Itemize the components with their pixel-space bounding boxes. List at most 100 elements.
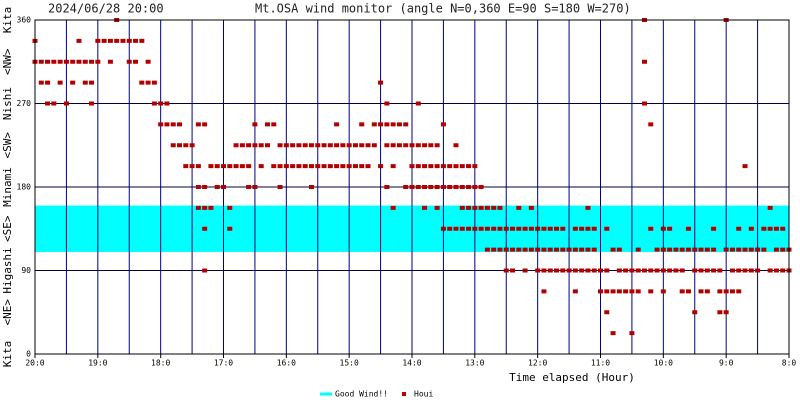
direction-label: Minami — [1, 167, 14, 207]
y-tick-label: 90 — [21, 266, 31, 275]
wind-point — [459, 205, 465, 210]
wind-point — [258, 143, 264, 148]
wind-point — [579, 268, 585, 273]
wind-point — [70, 80, 76, 85]
wind-point — [371, 143, 377, 148]
wind-point — [503, 226, 509, 231]
wind-point — [510, 268, 516, 273]
wind-point — [547, 247, 553, 252]
legend-label: Good Wind!! — [335, 390, 388, 399]
wind-point — [478, 205, 484, 210]
wind-point — [497, 226, 503, 231]
wind-point — [723, 289, 729, 294]
wind-point — [579, 226, 585, 231]
wind-point — [38, 59, 44, 64]
wind-point — [767, 205, 773, 210]
wind-point — [189, 164, 195, 169]
wind-point — [126, 38, 132, 43]
wind-point — [352, 164, 358, 169]
wind-point — [227, 164, 233, 169]
wind-point — [761, 226, 767, 231]
wind-point — [660, 289, 666, 294]
wind-point — [503, 247, 509, 252]
wind-point — [183, 164, 189, 169]
wind-point — [271, 164, 277, 169]
wind-point — [742, 164, 748, 169]
wind-point — [579, 247, 585, 252]
wind-point — [541, 268, 547, 273]
wind-point — [51, 59, 57, 64]
wind-point — [327, 164, 333, 169]
wind-point — [170, 122, 176, 127]
wind-point — [202, 205, 208, 210]
wind-point — [748, 247, 754, 252]
wind-point — [246, 143, 252, 148]
wind-point — [497, 205, 503, 210]
wind-point — [560, 268, 566, 273]
wind-point — [773, 268, 779, 273]
wind-point — [453, 185, 459, 189]
wind-point — [308, 185, 314, 189]
y-tick-label: 0 — [26, 350, 31, 359]
x-tick-label: 13:0 — [465, 359, 484, 368]
wind-point — [208, 164, 214, 169]
direction-label: <NE> — [1, 299, 14, 326]
wind-point — [202, 268, 208, 273]
legend-label: Houi — [414, 390, 433, 399]
wind-point — [748, 268, 754, 273]
x-tick-label: 11:0 — [591, 359, 610, 368]
wind-point — [403, 143, 409, 148]
wind-point — [466, 164, 472, 169]
wind-point — [252, 122, 258, 127]
wind-point — [246, 185, 252, 189]
wind-point — [660, 247, 666, 252]
wind-point — [755, 268, 761, 273]
wind-point — [641, 59, 647, 64]
wind-point — [717, 289, 723, 294]
wind-point — [660, 226, 666, 231]
wind-point — [45, 59, 51, 64]
x-tick-label: 15:0 — [340, 359, 359, 368]
wind-point — [572, 247, 578, 252]
wind-point — [629, 331, 635, 336]
wind-point — [57, 80, 63, 85]
wind-point — [535, 268, 541, 273]
wind-point — [673, 268, 679, 273]
wind-point — [170, 143, 176, 148]
wind-point — [641, 268, 647, 273]
wind-point — [654, 268, 660, 273]
wind-point — [742, 268, 748, 273]
wind-point — [434, 185, 440, 189]
wind-point — [773, 226, 779, 231]
wind-point — [704, 247, 710, 252]
wind-point — [384, 143, 390, 148]
wind-point — [396, 122, 402, 127]
wind-point — [133, 38, 139, 43]
wind-point — [585, 247, 591, 252]
wind-point — [673, 247, 679, 252]
direction-label: <NW> — [1, 48, 14, 75]
wind-point — [195, 164, 201, 169]
wind-point — [472, 164, 478, 169]
x-tick-label: 10:0 — [654, 359, 673, 368]
wind-point — [748, 226, 754, 231]
wind-point — [516, 205, 522, 210]
wind-point — [667, 226, 673, 231]
wind-point — [202, 226, 208, 231]
y-tick-label: 180 — [17, 183, 32, 192]
wind-point — [591, 268, 597, 273]
wind-point — [390, 164, 396, 169]
wind-point — [711, 268, 717, 273]
wind-point — [547, 226, 553, 231]
wind-point — [177, 122, 183, 127]
wind-point — [63, 59, 69, 64]
wind-point — [604, 310, 610, 315]
wind-point — [114, 38, 120, 43]
wind-point — [277, 185, 283, 189]
wind-point — [466, 185, 472, 189]
wind-point — [440, 185, 446, 189]
wind-point — [447, 226, 453, 231]
wind-point — [302, 143, 308, 148]
wind-point — [598, 268, 603, 273]
